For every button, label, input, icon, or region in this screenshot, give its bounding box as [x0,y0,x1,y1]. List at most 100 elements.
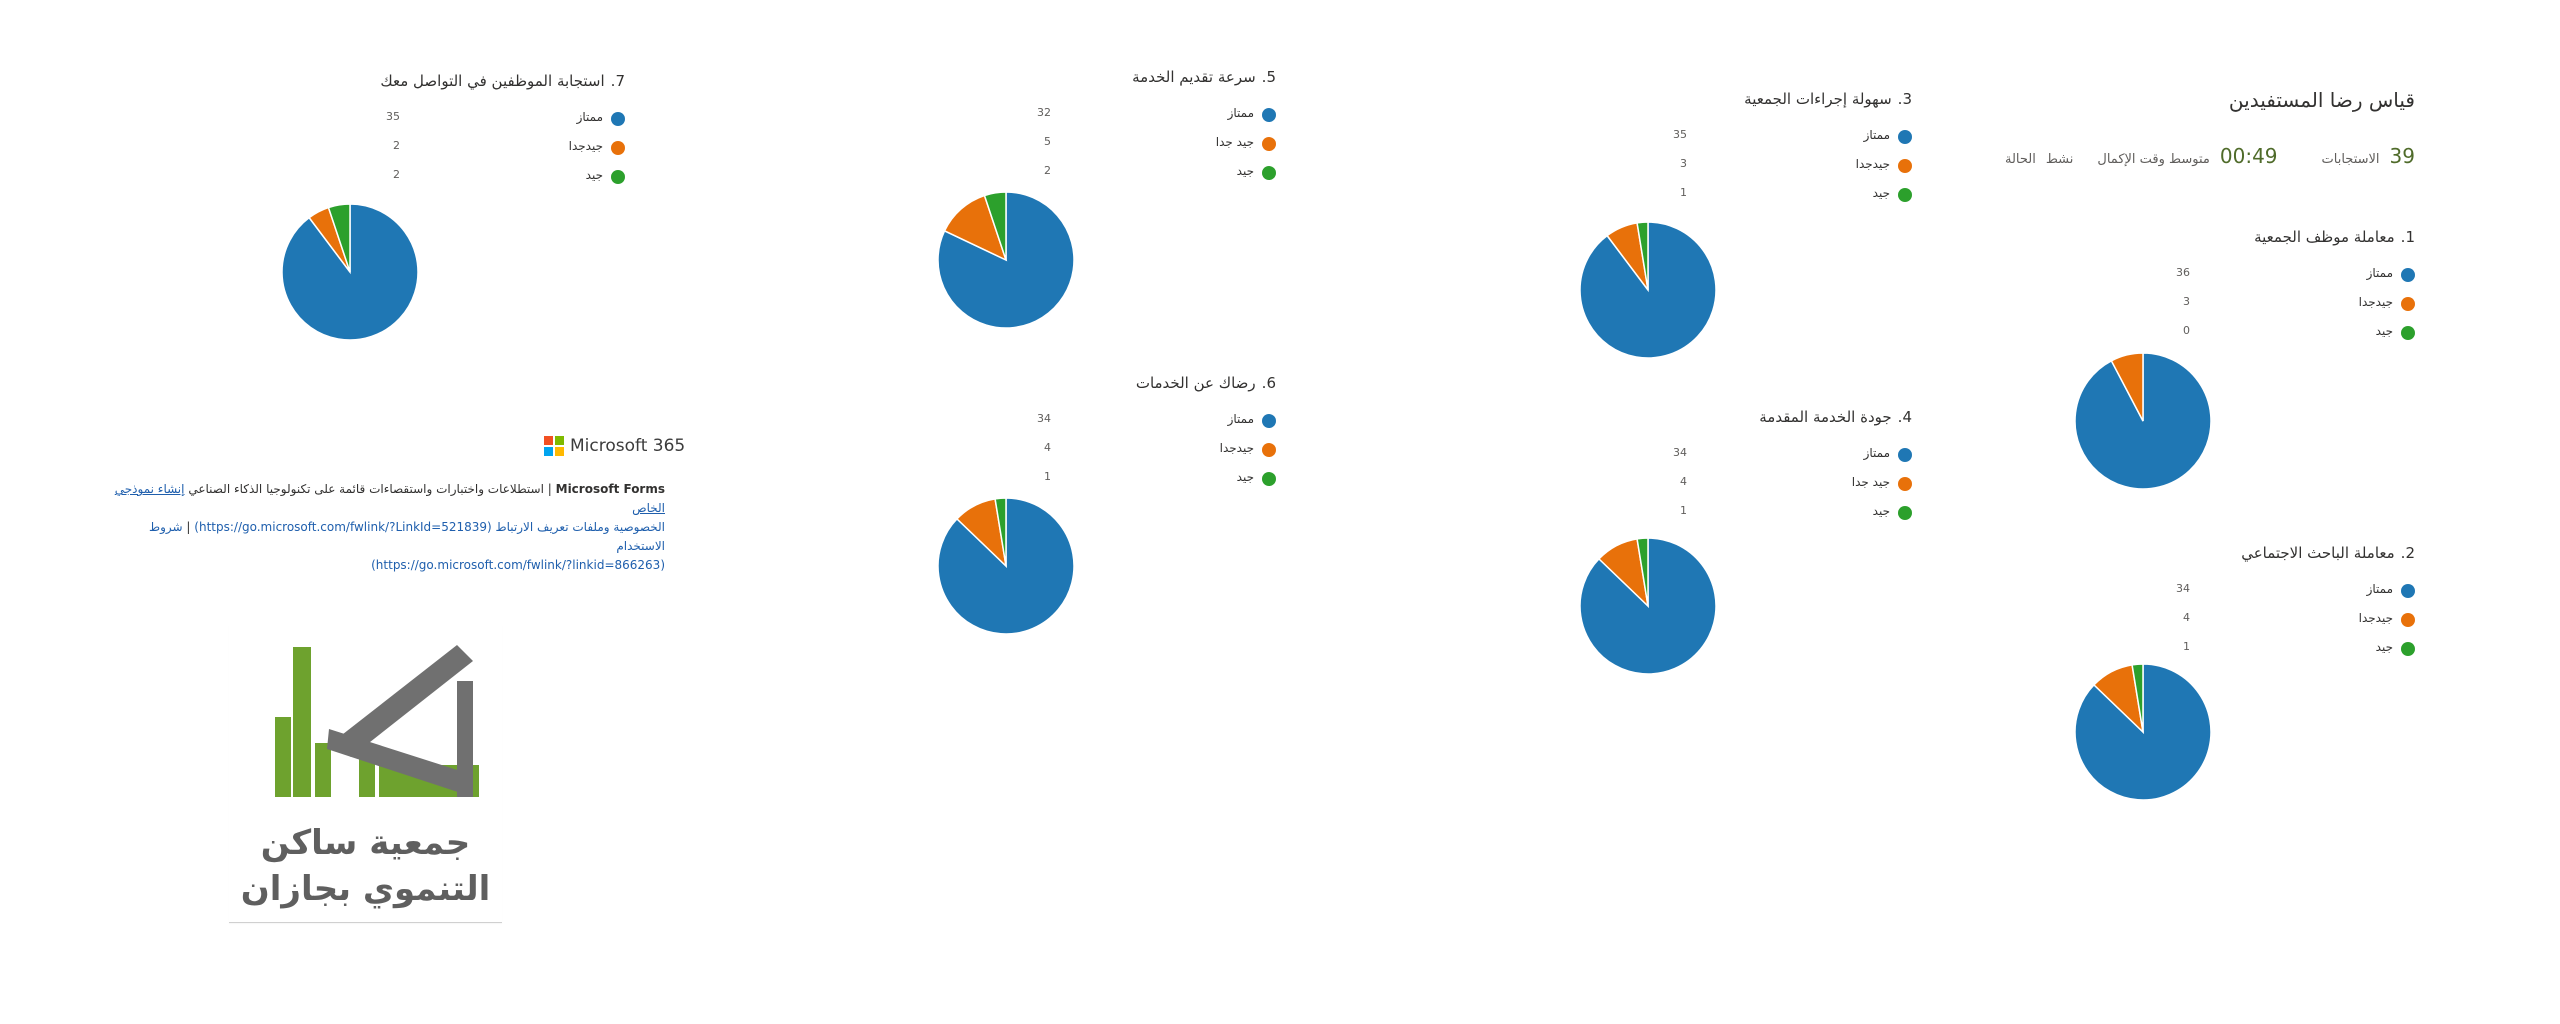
legend-count: 1 [1680,186,1687,199]
question-title: 7. استجابة الموظفين في التواصل معك [380,72,625,90]
legend-swatch-icon [1898,506,1912,520]
legend-label: ممتاز [2366,266,2393,280]
pie-chart [937,191,1075,329]
legend-swatch-icon [1898,448,1912,462]
legend-swatch-icon [2401,584,2415,598]
legend-item[interactable]: ممتاز 35 [105,108,625,128]
legend-swatch-icon [1898,159,1912,173]
legend-count: 32 [1037,106,1051,119]
question-1: 1. معاملة موظف الجمعية ممتاز 36 جيدجدا 3 جيد 0 [1895,228,2415,568]
legend-item[interactable]: ممتاز 34 [756,410,1276,430]
legend-item[interactable]: جيد جدا 5 [756,133,1276,153]
legend-item[interactable]: ممتاز 32 [756,104,1276,124]
organization-logo-mark-icon [275,645,479,797]
pie-slice[interactable] [1636,221,1649,291]
question-number: 7. [610,72,625,90]
legend-label: جيد [1872,504,1890,518]
forms-description: | استطلاعات واختبارات واستقصاءات قائمة ع… [188,482,552,496]
legend-swatch-icon [1262,443,1276,457]
legend-item[interactable]: جيد 1 [1895,638,2415,658]
legend-item[interactable]: جيد 1 [1392,502,1912,522]
legend-count: 35 [1673,128,1687,141]
responses-label: الاستجابات [2321,152,2380,167]
legend-count: 34 [1673,446,1687,459]
form-stats: 39 الاستجابات 00:49 متوسط وقت الإكمال نش… [2005,144,2415,168]
question-text: سهولة إجراءات الجمعية [1744,90,1892,108]
legend-count: 1 [2183,640,2190,653]
question-text: سرعة تقديم الخدمة [1132,68,1256,86]
legend-swatch-icon [2401,268,2415,282]
microsoft-365-text: Microsoft 365 [570,436,686,456]
legend-item[interactable]: جيد 1 [1392,184,1912,204]
question-title: 3. سهولة إجراءات الجمعية [1744,90,1912,108]
pie-slice[interactable] [983,191,1007,261]
privacy-link[interactable]: الخصوصية وملفات تعريف الارتباط (https://… [194,520,665,534]
legend-item[interactable]: جيد 0 [1895,322,2415,342]
legend-label: جيد جدا [1215,135,1254,149]
legend-count: 4 [2183,611,2190,624]
question-title: 5. سرعة تقديم الخدمة [1132,68,1276,86]
legend-swatch-icon [611,141,625,155]
legend-item[interactable]: جيد 2 [105,166,625,186]
legend-count: 2 [1044,164,1051,177]
pie-slice[interactable] [994,497,1007,567]
legend-label: ممتاز [1863,128,1890,142]
avg-time: 00:49 [2219,144,2278,168]
legend-item[interactable]: جيد 2 [756,162,1276,182]
pie-slice[interactable] [327,203,351,273]
create-form-link[interactable]: إنشاء نموذجي الخاص [114,482,665,515]
legend-count: 3 [2183,295,2190,308]
legend-count: 5 [1044,135,1051,148]
pie-slice[interactable] [2110,352,2144,422]
legend-item[interactable]: ممتاز 36 [1895,264,2415,284]
logo-name-line2: التنموي بجازان [240,869,491,909]
legend-label: ممتاز [1227,106,1254,120]
question-7: 7. استجابة الموظفين في التواصل معك ممتاز 35… [105,72,625,412]
legend-label: جيد [2375,324,2393,338]
legend-label: جيدجدا [1219,441,1254,455]
legend-item[interactable]: جيدجدا 3 [1392,155,1912,175]
legend-item[interactable]: جيدجدا 3 [1895,293,2415,313]
legend-label: جيدجدا [1855,157,1890,171]
question-3: 3.سهولة إجراءات الجمعية ممتاز 35 جيدجدا 3 جيد… [1392,90,1912,430]
question-number: 6. [1261,374,1276,392]
question-title: 4. جودة الخدمة المقدمة [1759,408,1912,426]
legend-label: جيد [1236,470,1254,484]
pie-chart [281,203,419,341]
question-title: 2. معاملة الباحث الاجتماعي [2241,544,2415,562]
pie-chart [937,497,1075,635]
legend-item[interactable]: جيدجدا 4 [756,439,1276,459]
legend-label: جيدجدا [568,139,603,153]
legend-label: جيدجدا [2358,611,2393,625]
legend-item[interactable]: جيد 1 [756,468,1276,488]
question-5: 5. سرعة تقديم الخدمة ممتاز 32 جيد جدا 5 جيد 2 [756,68,1276,408]
pie-slice[interactable] [1636,537,1649,607]
legend-count: 36 [2176,266,2190,279]
pie-slice[interactable] [2074,352,2212,490]
pie-chart [1579,221,1717,359]
legend-item[interactable]: ممتاز 35 [1392,126,1912,146]
legend-count: 35 [386,110,400,123]
legend-item[interactable]: جيد جدا 4 [1392,473,1912,493]
legend-item[interactable]: ممتاز 34 [1895,580,2415,600]
legend-item[interactable]: جيدجدا 4 [1895,609,2415,629]
pie-slice[interactable] [2131,663,2144,733]
legend-count: 1 [1044,470,1051,483]
microsoft-logo-icon [544,436,564,456]
terms-url[interactable]: (https://go.microsoft.com/fwlink/?linkid… [371,558,665,572]
status-label: الحالة [2004,152,2036,167]
terms-link[interactable]: شروط الاستخدام [149,520,665,553]
legend-swatch-icon [1898,130,1912,144]
legend-item[interactable]: ممتاز 34 [1392,444,1912,464]
legend-count: 34 [2176,582,2190,595]
legend-count: 2 [393,168,400,181]
legend-label: جيد [1236,164,1254,178]
responses-count: 39 [2389,144,2415,168]
forms-name: Microsoft Forms [555,482,665,496]
legend-count: 1 [1680,504,1687,517]
legend-item[interactable]: جيدجدا 2 [105,137,625,157]
question-number: 5. [1261,68,1276,86]
question-2: 2.معاملة الباحث الاجتماعي ممتاز 34 جيدجدا 4 ج… [1895,544,2415,884]
question-text: رضاك عن الخدمات [1135,374,1256,392]
legend-label: ممتاز [1227,412,1254,426]
